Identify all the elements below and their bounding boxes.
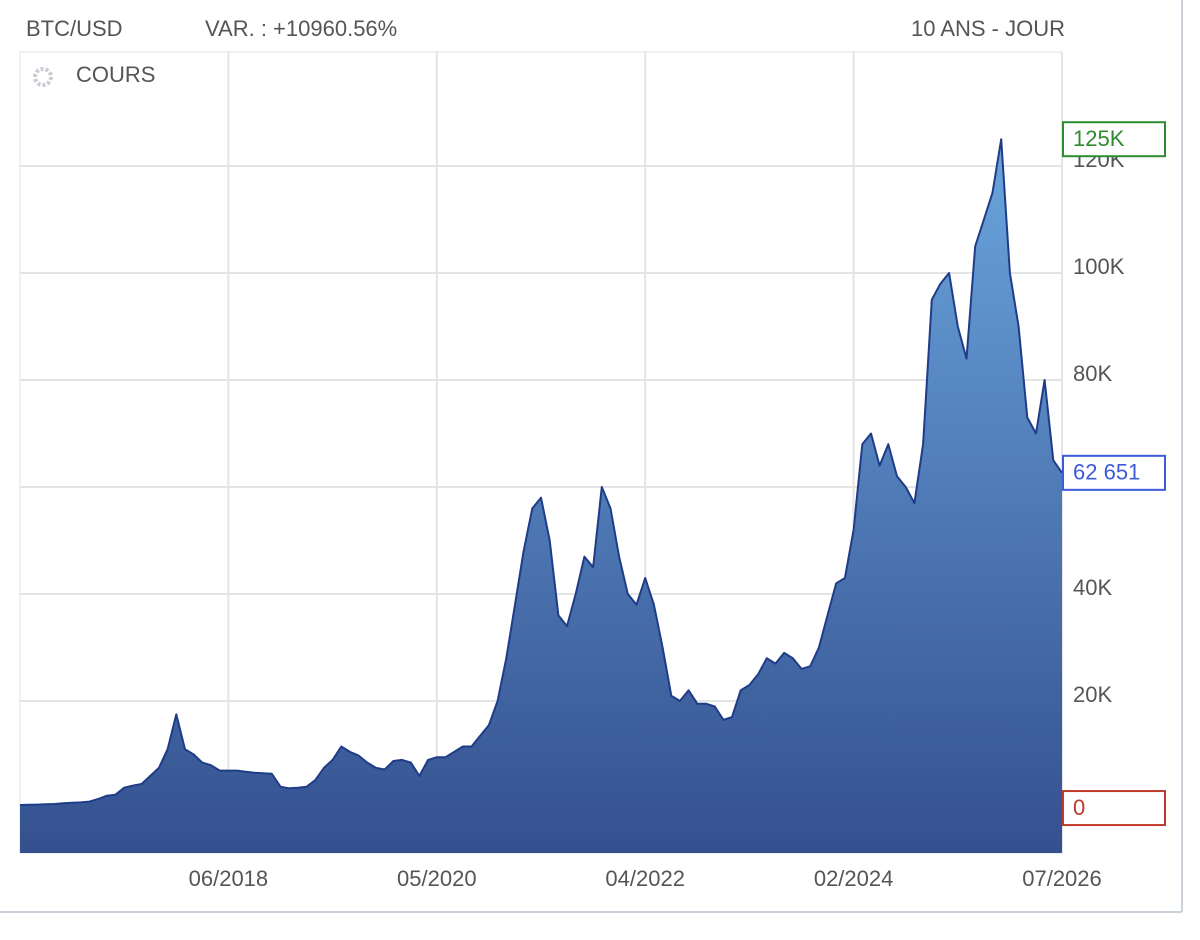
y-tick-label: 100K xyxy=(1073,254,1125,279)
x-tick-label: 05/2020 xyxy=(397,866,477,891)
value-box xyxy=(1062,121,1166,158)
period: 10 ANS - JOUR xyxy=(911,16,1065,41)
legend: COURS xyxy=(33,62,155,87)
value-box xyxy=(1062,790,1166,827)
y-tick-label: 80K xyxy=(1073,361,1112,386)
x-tick-label: 07/2026 xyxy=(1022,866,1102,891)
x-tick-label: 04/2022 xyxy=(605,866,685,891)
value-box xyxy=(1062,454,1166,491)
y-tick-label: 40K xyxy=(1073,575,1112,600)
gear-icon xyxy=(33,67,53,87)
legend-label: COURS xyxy=(76,62,155,87)
y-tick-label: 20K xyxy=(1073,682,1112,707)
x-tick-label: 06/2018 xyxy=(189,866,269,891)
line xyxy=(19,138,1063,806)
chart-title: BTC/USD xyxy=(26,16,123,41)
chart-subtitle: VAR. : +10960.56% xyxy=(205,16,397,41)
value-box-label: 125K xyxy=(1073,126,1125,151)
value-box-label: 62 651 xyxy=(1073,460,1140,485)
value-box-label: 0 xyxy=(1073,795,1085,820)
area xyxy=(20,139,1062,853)
x-tick-label: 02/2024 xyxy=(814,866,894,891)
